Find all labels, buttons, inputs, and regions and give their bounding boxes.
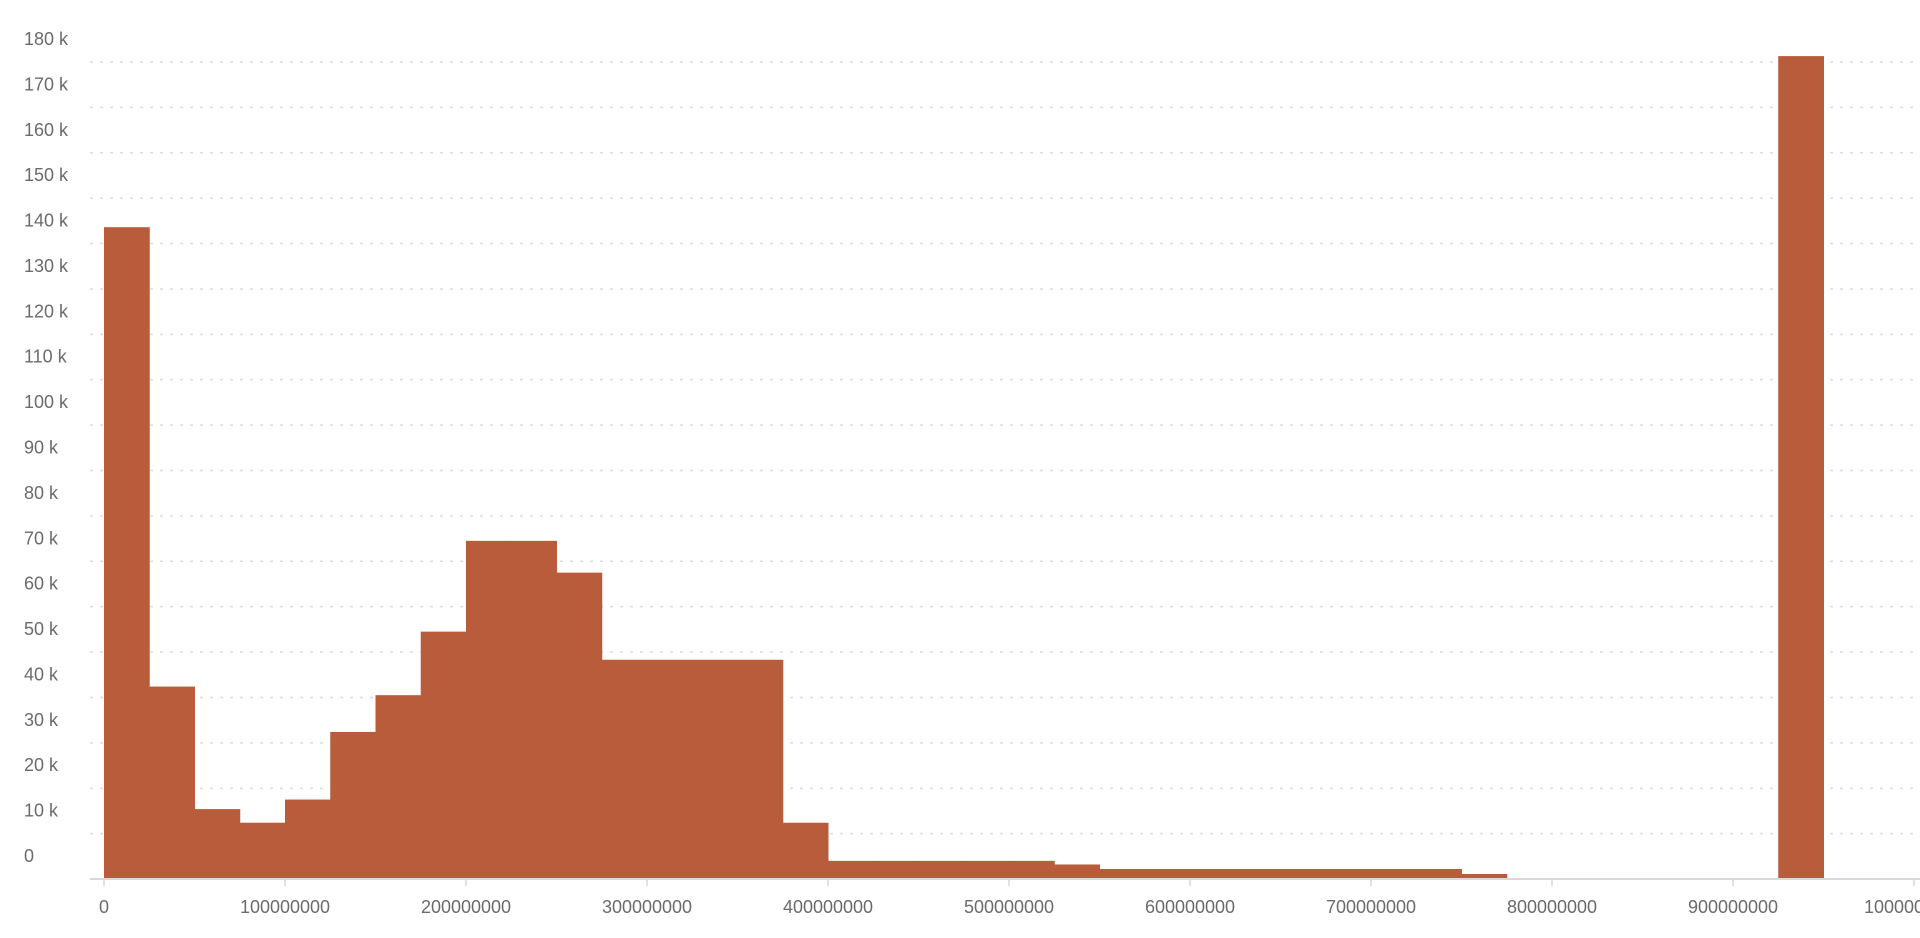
- histogram-bar[interactable]: [1235, 869, 1281, 879]
- bars: [104, 56, 1824, 880]
- y-tick-label: 30 k: [24, 710, 59, 730]
- histogram-bar[interactable]: [1325, 869, 1372, 879]
- histogram-bar[interactable]: [601, 659, 648, 879]
- histogram-bar[interactable]: [239, 822, 286, 879]
- x-tick-label: 900000000: [1688, 897, 1778, 917]
- histogram-bar[interactable]: [466, 540, 512, 879]
- gridlines: [90, 61, 1920, 835]
- histogram-bar[interactable]: [1280, 869, 1327, 879]
- histogram-bar[interactable]: [511, 540, 557, 879]
- x-tick-label: 0: [99, 897, 109, 917]
- y-tick-label: 40 k: [24, 664, 59, 684]
- y-tick-label: 90 k: [24, 438, 59, 458]
- x-tick-label: 300000000: [602, 897, 692, 917]
- histogram-bar[interactable]: [285, 799, 331, 879]
- y-tick-label: 60 k: [24, 574, 59, 594]
- histogram-bar[interactable]: [1144, 869, 1191, 879]
- y-tick-label: 80 k: [24, 483, 59, 503]
- histogram-bar[interactable]: [1190, 869, 1236, 879]
- histogram-bar[interactable]: [692, 659, 738, 879]
- histogram-bar[interactable]: [828, 860, 874, 879]
- x-axis: [90, 878, 1920, 886]
- histogram-bar[interactable]: [918, 860, 965, 879]
- x-axis-labels: 0 100000000 200000000 300000000 400000000 500…: [99, 897, 1920, 917]
- x-tick-label: 100000000: [240, 897, 330, 917]
- histogram-bar[interactable]: [1371, 869, 1417, 879]
- histogram-bar[interactable]: [149, 686, 195, 879]
- y-tick-label: 130 k: [24, 256, 69, 276]
- histogram-bar[interactable]: [375, 695, 422, 879]
- histogram-bar[interactable]: [1461, 874, 1508, 879]
- x-tick-label: 400000000: [783, 897, 873, 917]
- x-tick-label: 200000000: [421, 897, 511, 917]
- histogram-bar[interactable]: [873, 860, 919, 879]
- y-tick-label: 170 k: [24, 74, 69, 94]
- y-tick-label: 70 k: [24, 528, 59, 548]
- y-tick-label: 150 k: [24, 165, 69, 185]
- y-tick-label: 100 k: [24, 392, 69, 412]
- y-tick-label: 180 k: [24, 29, 69, 49]
- histogram-bar[interactable]: [194, 809, 241, 879]
- y-tick-label: 10 k: [24, 801, 59, 821]
- histogram-bar[interactable]: [330, 731, 376, 879]
- histogram-bar[interactable]: [420, 631, 467, 879]
- histogram-bar[interactable]: [647, 659, 693, 879]
- histogram-bar[interactable]: [1416, 869, 1462, 879]
- x-tick-label: 1000000000: [1864, 897, 1920, 917]
- histogram-bar[interactable]: [1009, 860, 1055, 879]
- y-tick-label: 120 k: [24, 301, 69, 321]
- y-tick-label: 140 k: [24, 211, 69, 231]
- histogram-bar[interactable]: [1054, 864, 1100, 879]
- y-tick-label: 110 k: [24, 347, 68, 367]
- histogram-bar[interactable]: [782, 822, 829, 879]
- histogram-bar[interactable]: [737, 659, 784, 879]
- y-tick-label: 50 k: [24, 619, 59, 639]
- y-tick-label: 160 k: [24, 120, 69, 140]
- x-tick-label: 700000000: [1326, 897, 1416, 917]
- histogram-bar[interactable]: [1099, 869, 1146, 879]
- histogram-bar[interactable]: [556, 572, 603, 879]
- x-tick-label: 600000000: [1145, 897, 1235, 917]
- x-tick-label: 500000000: [964, 897, 1054, 917]
- y-axis-labels: 0 10 k 20 k 30 k 40 k 50 k 60 k 70 k 80 k 90 k 100…: [24, 29, 69, 866]
- y-tick-label: 0: [24, 846, 34, 866]
- histogram-bar[interactable]: [104, 227, 150, 879]
- histogram-bar[interactable]: [963, 860, 1010, 879]
- y-tick-label: 20 k: [24, 755, 59, 775]
- histogram-bar[interactable]: [1778, 56, 1824, 880]
- x-tick-label: 800000000: [1507, 897, 1597, 917]
